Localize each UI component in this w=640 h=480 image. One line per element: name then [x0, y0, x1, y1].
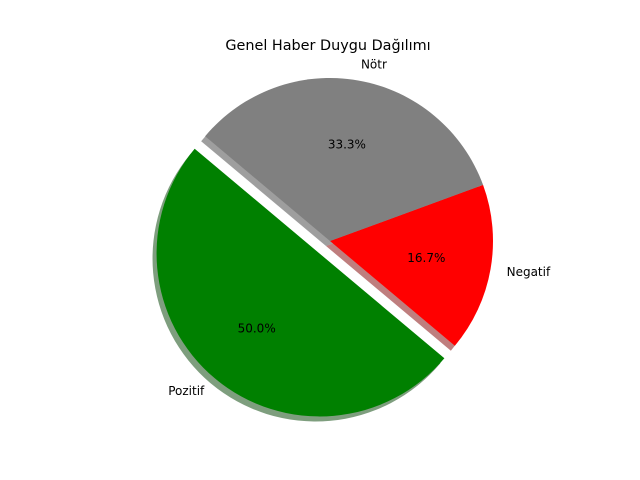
percent-label-pozitif: 50.0% [238, 321, 276, 335]
chart-title: Genel Haber Duygu Dağılımı [225, 38, 430, 54]
percent-label-negatif: 16.7% [407, 251, 445, 265]
slice-label-notr: Nötr [361, 57, 387, 71]
slice-notr [205, 77, 484, 242]
slice-negatif [330, 184, 493, 346]
slice-layer [156, 77, 493, 417]
slice-pozitif [156, 148, 445, 417]
label-layer: 50.0% Pozitif 16.7% Negatif 33.3% Nötr [168, 57, 551, 397]
slice-label-negatif: Negatif [507, 265, 551, 279]
slice-label-pozitif: Pozitif [168, 384, 205, 398]
percent-label-notr: 33.3% [328, 138, 366, 152]
